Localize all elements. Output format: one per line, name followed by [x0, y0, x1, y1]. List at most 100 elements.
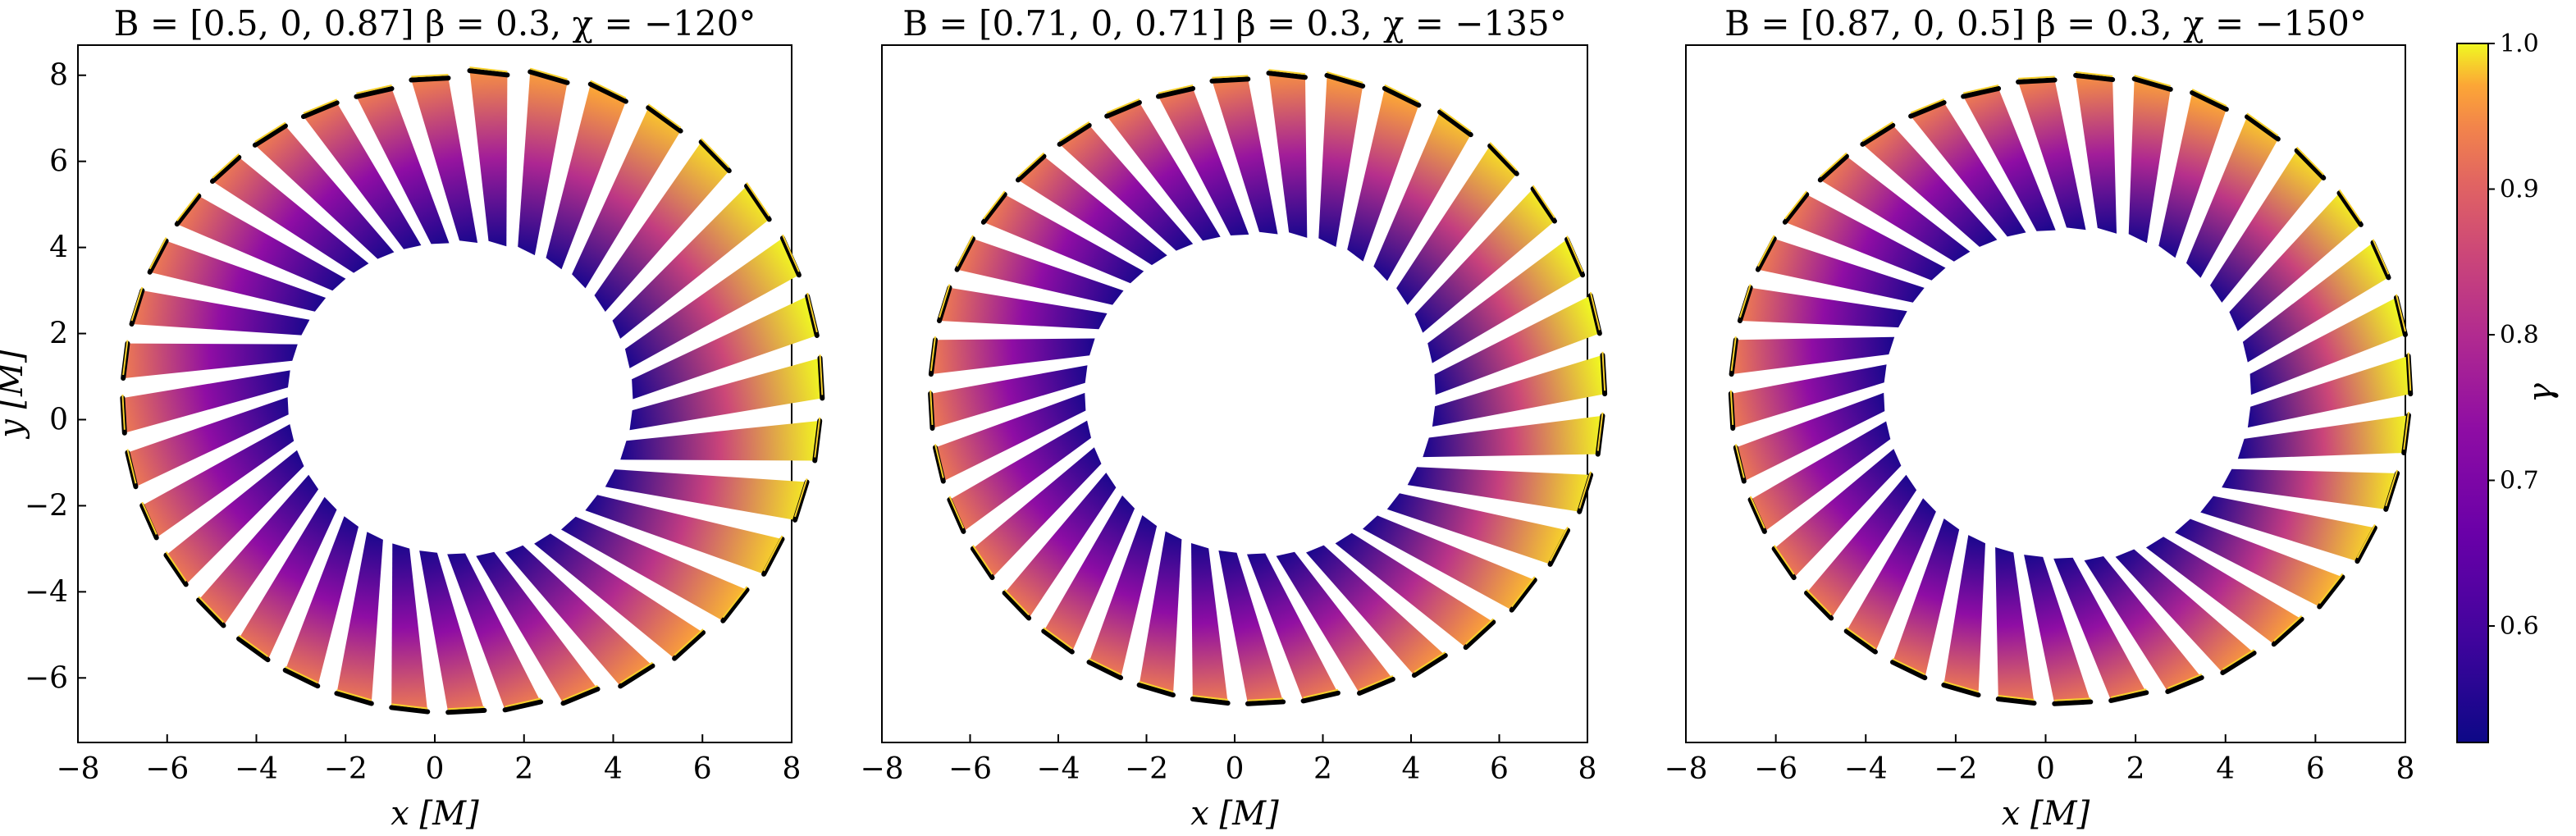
ring-blade	[2084, 556, 2202, 692]
ring-blade	[127, 397, 289, 487]
blade-edge	[2317, 574, 2345, 610]
ring-blade	[1893, 519, 1960, 678]
x-tick-label: 2	[2126, 752, 2145, 786]
blade-edge-highlight	[2295, 146, 2324, 176]
blade-edge	[1015, 153, 1047, 183]
blade-edge-highlight	[254, 121, 286, 143]
blade-edge	[2165, 674, 2204, 694]
blade-edge-highlight	[2385, 469, 2399, 507]
blade-edge	[1324, 72, 1366, 89]
ring-blade	[1434, 295, 1600, 395]
blade-edge	[1804, 590, 1834, 621]
ring-blade	[2128, 79, 2171, 244]
blade-edge-highlight	[700, 138, 730, 168]
blade-edge-highlight	[1549, 527, 1569, 562]
blade-edge	[744, 183, 772, 222]
blade-edge-highlight	[2356, 523, 2376, 559]
x-tick-label: 6	[693, 752, 712, 786]
blade-edge-highlight	[1846, 627, 1876, 650]
blade-edge-highlight	[1359, 674, 1394, 691]
blade-edge	[1411, 652, 1448, 678]
blade-edge	[947, 497, 966, 534]
ring-blade	[239, 496, 337, 660]
blade-edge-highlight	[1730, 336, 1737, 372]
ring-blade	[254, 126, 395, 259]
blade-edge	[147, 238, 169, 275]
blade-edge-highlight	[2395, 294, 2406, 332]
ring-blade	[505, 545, 653, 687]
ring-blade	[972, 447, 1102, 578]
blade-edge-highlight	[122, 340, 129, 376]
blade-edge	[1190, 697, 1231, 706]
ring-blade	[1218, 550, 1284, 704]
colorbar-gradient	[2456, 43, 2489, 743]
blade-edge-highlight	[198, 596, 225, 624]
ring-blade	[585, 495, 783, 574]
ring-blade	[336, 532, 383, 704]
colorbar-ticks: 0.6 0.7 0.8 0.9 1.0	[2488, 30, 2539, 641]
blade-edge	[1209, 76, 1251, 84]
blade-edge-highlight	[148, 237, 167, 270]
blade-edge-highlight	[2338, 189, 2362, 222]
ring-blade	[1963, 88, 2056, 231]
blade-edge	[1041, 628, 1075, 655]
data-marks	[1728, 71, 2414, 706]
ring-blade	[1820, 156, 1971, 262]
x-ticks: −8 −6 −4 −2 0 2 4 6 8	[56, 734, 801, 786]
ring-blade	[212, 157, 369, 273]
ring-blade	[2175, 519, 2343, 607]
blade-edge	[1737, 285, 1753, 324]
blade-edge	[2131, 76, 2173, 92]
blade-edge	[560, 686, 601, 706]
blade-edge-highlight	[1578, 471, 1592, 509]
blade-edge-highlight	[814, 417, 821, 458]
blade-edge-highlight	[1139, 680, 1174, 693]
chart-title: B = [0.5, 0, 0.87] β = 0.3, χ = −120°	[114, 3, 756, 43]
blade-edge	[1136, 682, 1176, 698]
blade-edge	[937, 285, 952, 324]
blade-edge-highlight	[2018, 75, 2055, 80]
ring-blade	[2145, 537, 2302, 645]
ring-blade	[983, 194, 1144, 284]
ring-blade	[1414, 189, 1555, 333]
colorbar-tick-label: 0.9	[2500, 176, 2539, 204]
blade-edge	[1577, 472, 1594, 514]
blade-edge	[1382, 85, 1422, 108]
blade-edge-highlight	[972, 545, 993, 575]
ring-blade	[419, 550, 485, 713]
ring-blade	[612, 185, 770, 339]
blade-edge	[618, 663, 655, 689]
ring-blade	[176, 195, 346, 291]
ring-blade	[518, 71, 568, 256]
blade-edge	[2336, 190, 2364, 227]
blade-edge	[698, 139, 732, 174]
blade-edge-highlight	[1384, 84, 1419, 103]
blade-edge	[129, 288, 145, 327]
blade-edge-highlight	[1738, 284, 1752, 318]
blade-edge	[1530, 186, 1557, 224]
ring-blade	[122, 370, 290, 433]
x-axis-label: x [M]	[391, 795, 479, 833]
ring-blade	[2237, 415, 2409, 459]
blade-edge	[467, 68, 510, 78]
blade-edge	[1890, 660, 1928, 681]
y-ticks: −6 −4 −2 0 2 4 6 8	[25, 59, 86, 695]
blade-edge-highlight	[176, 192, 200, 222]
blade-edge	[672, 630, 706, 661]
ring-blade	[935, 392, 1086, 482]
blade-edge	[2354, 525, 2377, 564]
colorbar-tick-label: 0.8	[2500, 321, 2539, 349]
y-tick-label: 4	[49, 231, 68, 265]
blade-edge	[646, 105, 683, 134]
ring-blade	[1335, 532, 1494, 648]
blade-edge-highlight	[2372, 239, 2390, 275]
blade-edge-highlight	[1962, 84, 1999, 94]
blade-edge	[1860, 122, 1896, 147]
x-ticks: −8 −6 −4 −2 0 2 4 6 8	[860, 734, 1596, 786]
blade-edge-highlight	[336, 689, 372, 701]
blade-edge-highlight	[647, 103, 682, 129]
x-tick-label: −8	[56, 752, 99, 786]
blade-edge-highlight	[2191, 89, 2227, 107]
ring-blade	[1018, 156, 1167, 266]
blade-edge	[2383, 470, 2400, 512]
